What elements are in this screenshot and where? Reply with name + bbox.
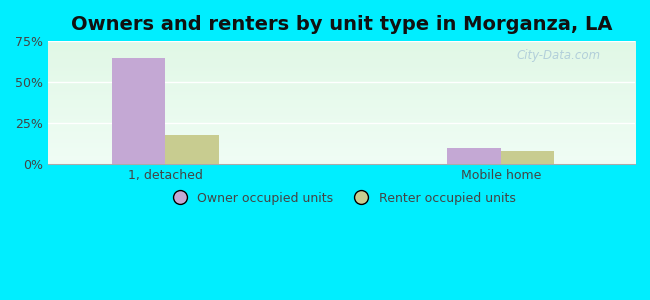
- Legend: Owner occupied units, Renter occupied units: Owner occupied units, Renter occupied un…: [162, 187, 521, 210]
- Bar: [500, 151, 554, 164]
- Bar: [165, 135, 219, 164]
- Text: City-Data.com: City-Data.com: [517, 50, 601, 62]
- Bar: [112, 58, 165, 164]
- Bar: [447, 148, 501, 164]
- Title: Owners and renters by unit type in Morganza, LA: Owners and renters by unit type in Morga…: [71, 15, 612, 34]
